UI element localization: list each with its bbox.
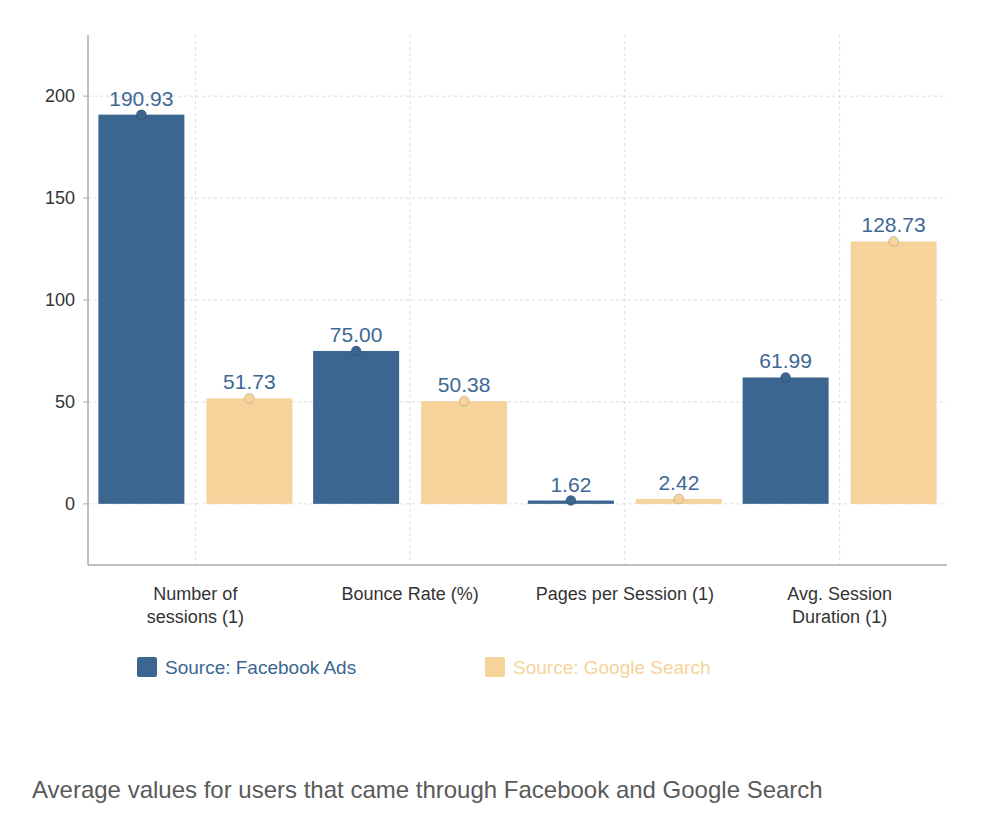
data-label: 1.62 [550,473,591,496]
bar [313,351,399,504]
grid-line [88,198,947,199]
bar-point [459,396,469,406]
x-tick-label: Number of sessions (1) [147,584,244,627]
label-line: Avg. Session [787,584,892,604]
chart: 0 50 100 150 200 190.93 75.00 1.62 61.99 51.73 50.… [0,0,982,820]
x-tick-label: Pages per Session (1) [536,584,714,604]
bar-point [674,494,684,504]
label-line: Duration (1) [792,607,887,627]
bar-point [889,236,899,246]
label-line: Number of [153,584,238,604]
y-tick-label: 200 [45,86,75,106]
y-tick-label: 100 [45,290,75,310]
grid-line [88,96,947,97]
label-line: Bounce Rate (%) [342,584,479,604]
y-tick-label: 150 [45,188,75,208]
bar-point [566,496,576,506]
bar [206,398,292,503]
grid-line [88,300,947,301]
legend-label: Source: Facebook Ads [165,657,356,678]
legend-swatch [485,657,505,677]
data-label: 2.42 [658,471,699,494]
y-axis [87,35,89,565]
data-label: 190.93 [109,87,173,110]
y-tick-label: 0 [65,494,75,514]
category-grid-line [410,35,411,565]
caption: Average values for users that came throu… [32,776,823,803]
y-tick-label: 50 [55,392,75,412]
x-axis [88,564,947,566]
category-grid-line [195,35,196,565]
data-label: 50.38 [438,373,491,396]
x-tick-label: Bounce Rate (%) [342,584,479,604]
bar-point [351,346,361,356]
data-label: 128.73 [862,213,926,236]
bar [743,377,829,503]
label-line: sessions (1) [147,607,244,627]
x-tick-label: Avg. Session Duration (1) [787,584,892,627]
legend-label: Source: Google Search [513,657,711,678]
bar [98,115,184,504]
bar-point [136,110,146,120]
bar [421,401,507,504]
bars [98,110,936,506]
data-label: 61.99 [759,349,812,372]
data-label: 75.00 [330,323,383,346]
bar-point [781,372,791,382]
bar [851,241,937,503]
label-line: Pages per Session (1) [536,584,714,604]
data-label: 51.73 [223,370,276,393]
bar-point [244,393,254,403]
legend-swatch [137,657,157,677]
